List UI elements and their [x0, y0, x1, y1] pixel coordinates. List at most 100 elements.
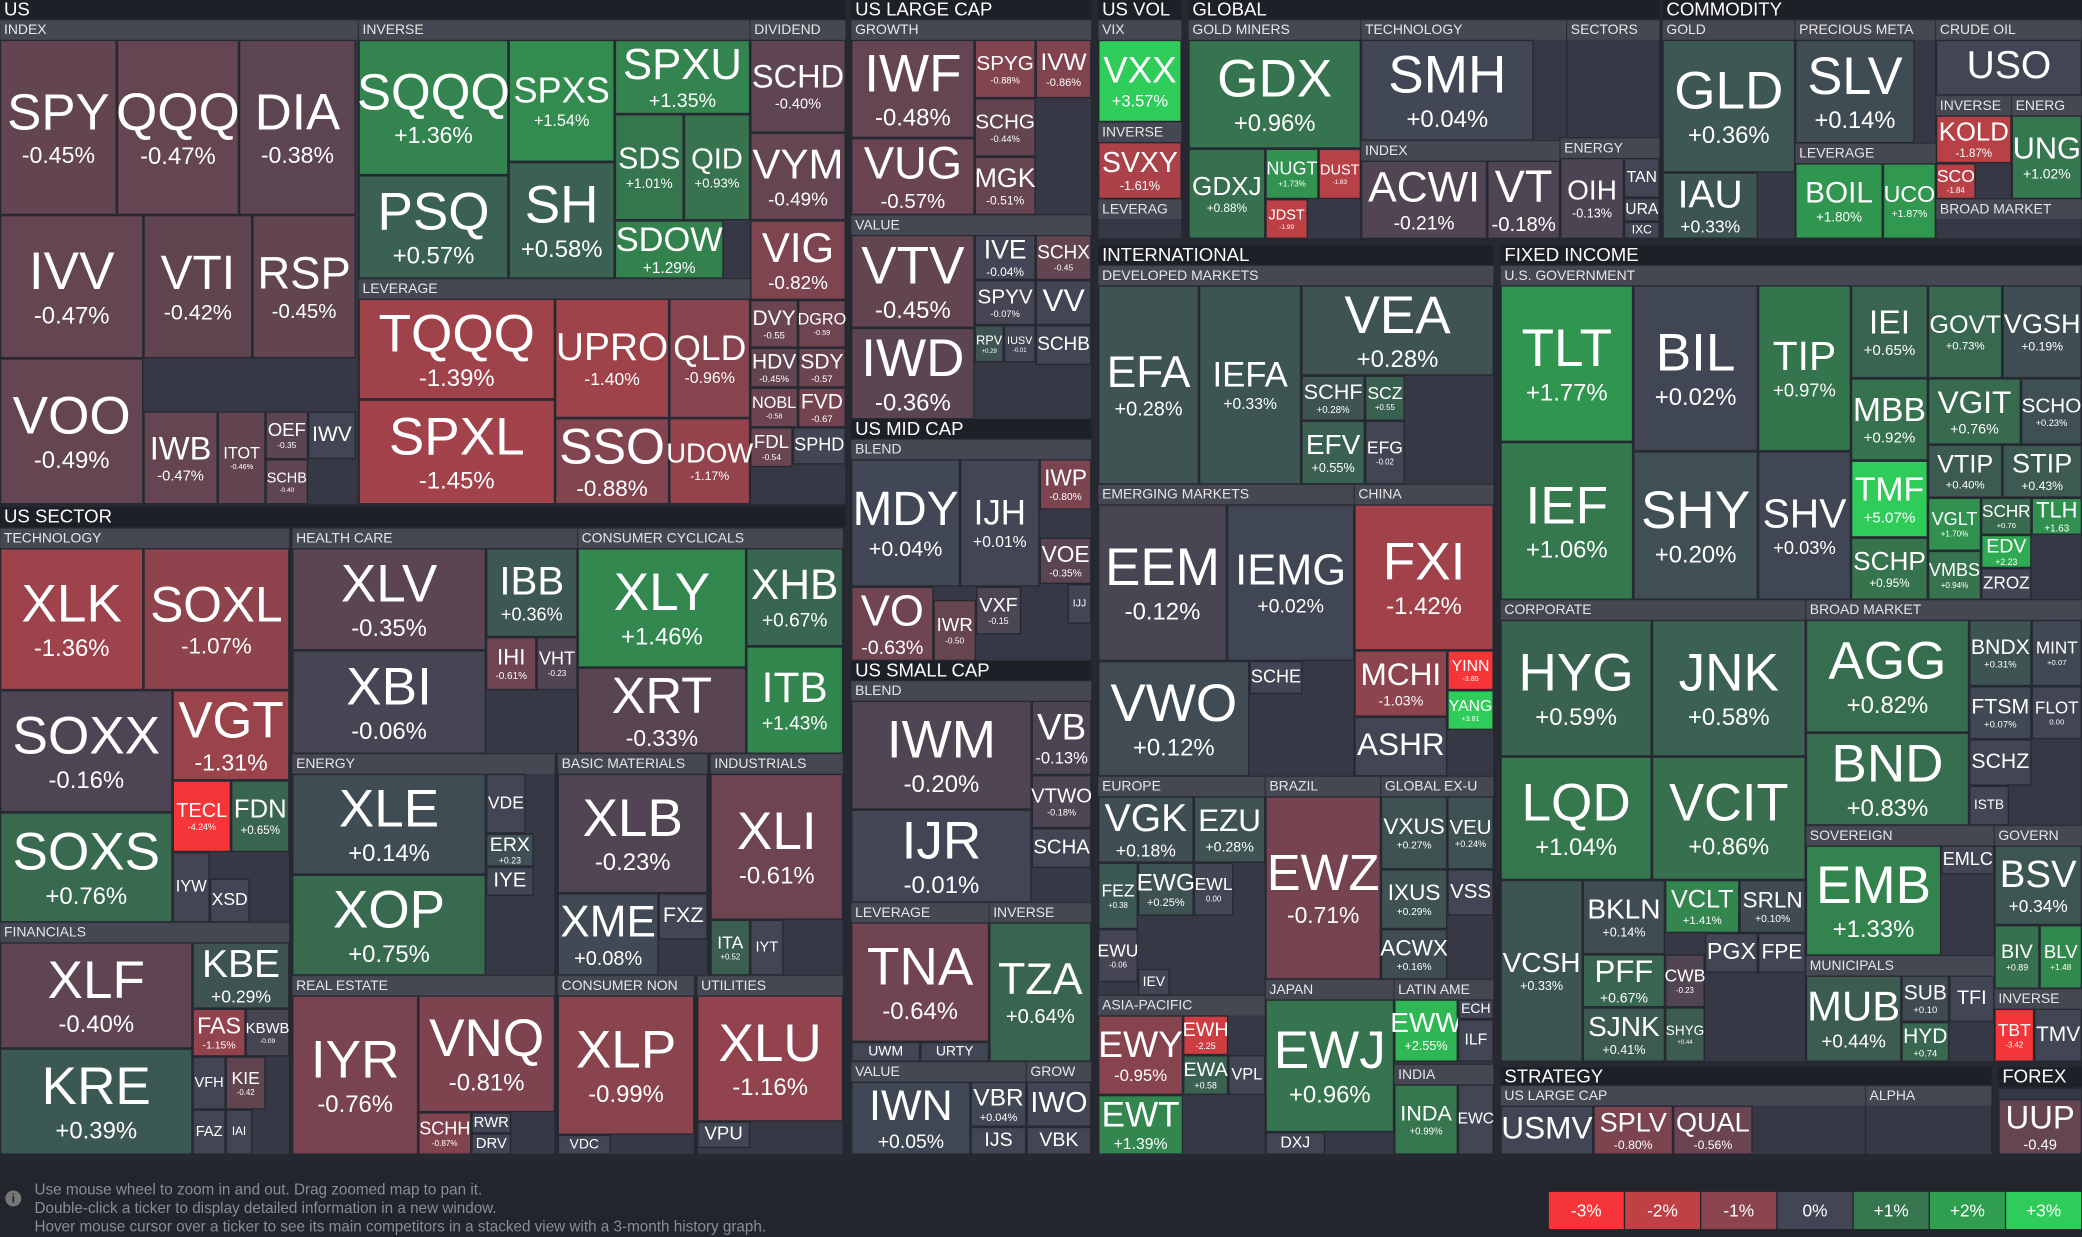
ticker-tile[interactable] [669, 418, 751, 505]
ticker-tile[interactable] [265, 411, 309, 460]
ticker-tile[interactable] [1354, 650, 1448, 717]
ticker-tile[interactable] [2034, 1008, 2082, 1062]
ticker-tile[interactable] [1394, 1084, 1458, 1155]
ticker-tile[interactable] [1994, 845, 2082, 926]
ticker-tile[interactable] [1098, 796, 1194, 863]
ticker-tile[interactable] [746, 548, 844, 647]
ticker-tile[interactable] [239, 39, 356, 216]
ticker-tile[interactable] [1882, 163, 1936, 239]
ticker-tile[interactable] [1633, 451, 1759, 600]
ticker-tile[interactable] [975, 586, 1022, 635]
ticker-tile[interactable] [1226, 504, 1355, 661]
ticker-tile[interactable] [557, 1134, 611, 1155]
ticker-tile[interactable] [0, 942, 193, 1049]
ticker-tile[interactable] [1457, 1019, 1494, 1062]
ticker-tile[interactable] [1183, 1055, 1229, 1095]
ticker-tile[interactable] [1665, 954, 1705, 1008]
ticker-tile[interactable] [851, 700, 1032, 810]
ticker-tile[interactable] [485, 833, 534, 867]
ticker-tile[interactable] [851, 138, 975, 216]
ticker-tile[interactable] [798, 347, 846, 388]
ticker-tile[interactable] [508, 39, 615, 162]
ticker-tile[interactable] [1364, 420, 1405, 485]
ticker-tile[interactable] [1039, 537, 1092, 584]
ticker-tile[interactable] [557, 773, 708, 894]
ticker-tile[interactable] [851, 922, 990, 1042]
ticker-tile[interactable] [697, 995, 844, 1122]
ticker-tile[interactable] [750, 299, 799, 348]
ticker-tile[interactable] [1361, 39, 1534, 141]
ticker-tile[interactable] [192, 1109, 226, 1155]
ticker-tile[interactable] [471, 1112, 512, 1134]
ticker-tile[interactable] [1593, 1105, 1674, 1155]
ticker-tile[interactable] [1805, 845, 1942, 956]
ticker-tile[interactable] [750, 132, 846, 221]
ticker-tile[interactable] [851, 809, 1032, 903]
ticker-tile[interactable] [614, 114, 684, 221]
ticker-tile[interactable] [1067, 583, 1092, 624]
ticker-tile[interactable] [792, 427, 846, 465]
ticker-tile[interactable] [1805, 619, 1970, 733]
ticker-tile[interactable] [1949, 975, 1995, 1022]
ticker-tile[interactable] [358, 175, 509, 279]
ticker-tile[interactable] [750, 220, 846, 300]
ticker-tile[interactable] [1199, 285, 1302, 485]
ticker-tile[interactable] [192, 1008, 246, 1057]
ticker-tile[interactable] [265, 459, 309, 505]
ticker-tile[interactable] [292, 874, 486, 976]
ticker-tile[interactable] [1457, 999, 1494, 1020]
ticker-tile[interactable] [1795, 163, 1883, 239]
ticker-tile[interactable] [485, 773, 526, 834]
ticker-tile[interactable] [1188, 148, 1266, 239]
ticker-tile[interactable] [1039, 459, 1092, 510]
ticker-tile[interactable] [1098, 660, 1250, 777]
ticker-tile[interactable] [1927, 285, 2003, 379]
ticker-tile[interactable] [614, 220, 724, 279]
ticker-tile[interactable] [1935, 163, 1976, 200]
ticker-tile[interactable] [1704, 933, 1759, 973]
ticker-tile[interactable] [418, 1112, 472, 1155]
ticker-tile[interactable] [292, 650, 486, 754]
ticker-tile[interactable] [1301, 285, 1494, 376]
ticker-tile[interactable] [0, 812, 173, 923]
ticker-tile[interactable] [1994, 925, 2040, 989]
ticker-tile[interactable] [1739, 879, 1806, 934]
ticker-tile[interactable] [697, 1121, 751, 1149]
ticker-tile[interactable] [1228, 1055, 1266, 1095]
ticker-tile[interactable] [1098, 504, 1227, 661]
ticker-tile[interactable] [1969, 739, 2032, 786]
ticker-tile[interactable] [1500, 1105, 1594, 1155]
ticker-tile[interactable] [1901, 1021, 1950, 1062]
ticker-tile[interactable] [555, 298, 670, 419]
ticker-tile[interactable] [555, 418, 670, 505]
ticker-tile[interactable] [1035, 325, 1092, 365]
ticker-tile[interactable] [536, 637, 578, 691]
ticker-tile[interactable] [231, 780, 290, 853]
ticker-tile[interactable] [1380, 869, 1448, 930]
ticker-tile[interactable] [1457, 1084, 1494, 1155]
ticker-tile[interactable] [1665, 879, 1740, 934]
ticker-tile[interactable] [851, 234, 975, 328]
ticker-tile[interactable] [225, 1109, 253, 1155]
ticker-tile[interactable] [1035, 39, 1092, 99]
ticker-tile[interactable] [1969, 619, 2032, 687]
ticker-tile[interactable] [1265, 999, 1395, 1133]
ticker-tile[interactable] [2031, 686, 2082, 740]
ticker-tile[interactable] [0, 548, 144, 691]
ticker-tile[interactable] [292, 548, 486, 651]
ticker-tile[interactable] [851, 586, 934, 661]
ticker-tile[interactable] [974, 280, 1036, 326]
ticker-tile[interactable] [750, 919, 784, 976]
ticker-tile[interactable] [1035, 234, 1092, 281]
ticker-tile[interactable] [1927, 444, 2003, 498]
ticker-tile[interactable] [1981, 497, 2032, 535]
ticker-tile[interactable] [471, 1133, 512, 1155]
ticker-tile[interactable] [1623, 157, 1660, 198]
ticker-tile[interactable] [974, 39, 1036, 99]
ticker-tile[interactable] [960, 459, 1040, 587]
ticker-tile[interactable] [172, 690, 290, 781]
ticker-tile[interactable] [508, 161, 615, 279]
ticker-tile[interactable] [1623, 221, 1660, 239]
ticker-tile[interactable] [292, 995, 419, 1155]
ticker-tile[interactable] [418, 995, 556, 1113]
